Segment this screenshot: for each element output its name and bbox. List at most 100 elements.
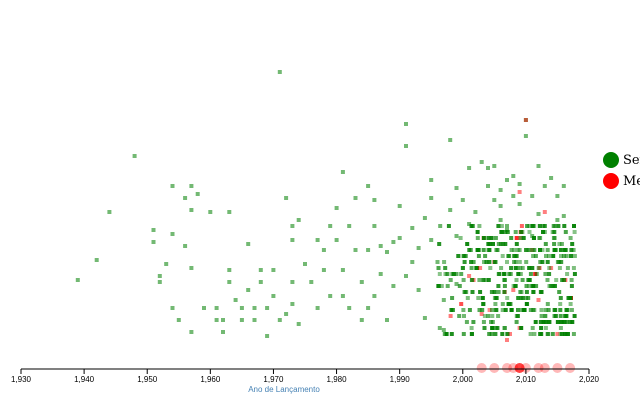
data-point-sex <box>347 306 352 310</box>
data-point-sex <box>514 278 519 282</box>
data-point-sex <box>569 308 574 312</box>
data-point-sex <box>496 224 501 228</box>
data-point-sex <box>483 278 488 282</box>
data-point-sex <box>509 308 514 312</box>
data-point-sex <box>542 224 547 228</box>
data-point-sex <box>476 296 481 300</box>
data-point-sex <box>539 308 544 312</box>
legend: Sex Me <box>603 150 640 192</box>
data-point-sex <box>558 314 563 318</box>
data-point-sex <box>503 308 508 312</box>
data-point-sex <box>553 314 558 318</box>
data-point-sex <box>481 236 486 240</box>
x-tick-label: 2,020 <box>579 375 600 384</box>
data-point-sex <box>557 242 562 246</box>
data-point-sex <box>541 230 545 234</box>
x-tick-label: 1,950 <box>137 375 158 384</box>
data-point-sex <box>554 278 559 282</box>
data-point-sex <box>202 306 206 310</box>
data-point-sex <box>538 320 543 324</box>
data-point-sex <box>353 248 358 252</box>
data-point-sex <box>461 278 466 282</box>
data-point-sex <box>514 236 519 240</box>
data-point-sex <box>538 260 543 264</box>
data-point-sex <box>572 272 577 276</box>
data-point-sex <box>551 284 556 288</box>
data-point-sex <box>491 242 495 246</box>
data-point-sex <box>366 184 371 188</box>
data-point-sex <box>542 184 547 188</box>
data-point-sex <box>481 320 486 324</box>
data-point-sex <box>481 302 486 306</box>
data-point-sex <box>475 236 480 240</box>
data-point-sex <box>512 248 517 252</box>
data-point-sex <box>519 296 524 300</box>
data-point-sex <box>176 318 181 322</box>
data-point-sex <box>461 332 466 336</box>
data-point-sex <box>511 194 516 198</box>
data-point-sex <box>524 296 528 300</box>
data-point-sex <box>547 266 552 270</box>
data-point-sex <box>519 326 524 330</box>
data-point-me <box>511 288 516 292</box>
data-point-sex <box>470 290 475 294</box>
data-point-sex <box>195 192 200 196</box>
data-point-sex <box>517 182 522 186</box>
rug-point <box>533 363 544 373</box>
data-point-sex <box>482 326 487 330</box>
data-point-sex <box>559 260 564 264</box>
data-point-sex <box>555 194 560 198</box>
data-point-sex <box>340 294 345 298</box>
data-point-sex <box>539 290 544 294</box>
legend-dot-icon <box>603 173 619 189</box>
data-point-sex <box>551 254 556 258</box>
data-point-sex <box>493 236 498 240</box>
data-point-sex <box>189 184 194 188</box>
data-point-sex <box>558 296 563 300</box>
data-point-sex <box>157 274 162 278</box>
data-point-me <box>523 118 528 122</box>
data-point-sex <box>526 278 531 282</box>
legend-label: Me <box>623 173 640 189</box>
data-point-sex <box>563 230 568 234</box>
data-point-sex <box>537 224 542 228</box>
legend-item-sex[interactable]: Sex <box>603 150 640 170</box>
data-point-sex <box>460 198 465 202</box>
data-point-sex <box>477 308 482 312</box>
data-point-sex <box>252 306 257 310</box>
data-point-sex <box>391 240 396 244</box>
data-point-me <box>549 266 554 270</box>
data-point-sex <box>524 284 529 288</box>
data-point-sex <box>454 272 459 276</box>
data-point-sex <box>486 166 490 170</box>
data-point-sex <box>459 302 464 306</box>
data-point-sex <box>437 272 442 276</box>
data-point-sex <box>528 308 533 312</box>
data-point-sex <box>151 240 156 244</box>
rug-point <box>489 363 500 373</box>
data-point-sex <box>505 224 509 228</box>
x-tick-label: 1,980 <box>327 375 348 384</box>
data-point-sex <box>486 248 491 252</box>
data-point-sex <box>359 318 364 322</box>
data-point-sex <box>525 248 530 252</box>
data-point-sex <box>334 206 339 210</box>
data-point-sex <box>227 280 232 284</box>
data-point-sex <box>315 306 320 310</box>
data-point-sex <box>518 236 523 240</box>
data-point-sex <box>493 332 498 336</box>
data-point-sex <box>469 224 474 228</box>
data-point-sex <box>481 278 486 282</box>
data-point-me <box>536 298 541 302</box>
data-point-sex <box>487 260 492 264</box>
data-point-sex <box>347 224 352 228</box>
data-point-sex <box>459 272 464 276</box>
data-point-sex <box>559 242 564 246</box>
data-point-sex <box>461 308 466 312</box>
data-point-sex <box>505 296 510 300</box>
data-point-sex <box>366 248 371 252</box>
legend-item-me[interactable]: Me <box>603 171 640 191</box>
data-point-sex <box>290 224 295 228</box>
data-point-sex <box>561 184 566 188</box>
data-point-sex <box>533 254 538 258</box>
